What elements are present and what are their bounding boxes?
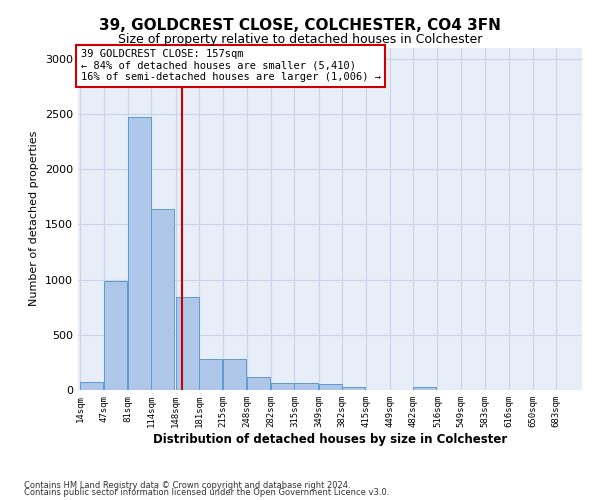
Bar xyxy=(247,376,270,390)
Text: 39, GOLDCREST CLOSE, COLCHESTER, CO4 3FN: 39, GOLDCREST CLOSE, COLCHESTER, CO4 3FN xyxy=(99,18,501,32)
Text: 39 GOLDCREST CLOSE: 157sqm
← 84% of detached houses are smaller (5,410)
16% of s: 39 GOLDCREST CLOSE: 157sqm ← 84% of deta… xyxy=(80,49,380,82)
Bar xyxy=(80,382,103,390)
Bar xyxy=(223,359,247,390)
Bar xyxy=(342,386,365,390)
Text: Contains public sector information licensed under the Open Government Licence v3: Contains public sector information licen… xyxy=(24,488,389,497)
Bar xyxy=(176,297,199,390)
Bar xyxy=(104,280,127,390)
Text: Size of property relative to detached houses in Colchester: Size of property relative to detached ho… xyxy=(118,32,482,46)
Bar xyxy=(151,209,175,390)
Text: Contains HM Land Registry data © Crown copyright and database right 2024.: Contains HM Land Registry data © Crown c… xyxy=(24,480,350,490)
Bar xyxy=(199,359,222,390)
Bar xyxy=(128,117,151,390)
X-axis label: Distribution of detached houses by size in Colchester: Distribution of detached houses by size … xyxy=(153,432,507,446)
Bar xyxy=(295,384,317,390)
Bar xyxy=(319,384,342,390)
Bar xyxy=(271,383,294,390)
Y-axis label: Number of detached properties: Number of detached properties xyxy=(29,131,40,306)
Bar xyxy=(413,387,436,390)
